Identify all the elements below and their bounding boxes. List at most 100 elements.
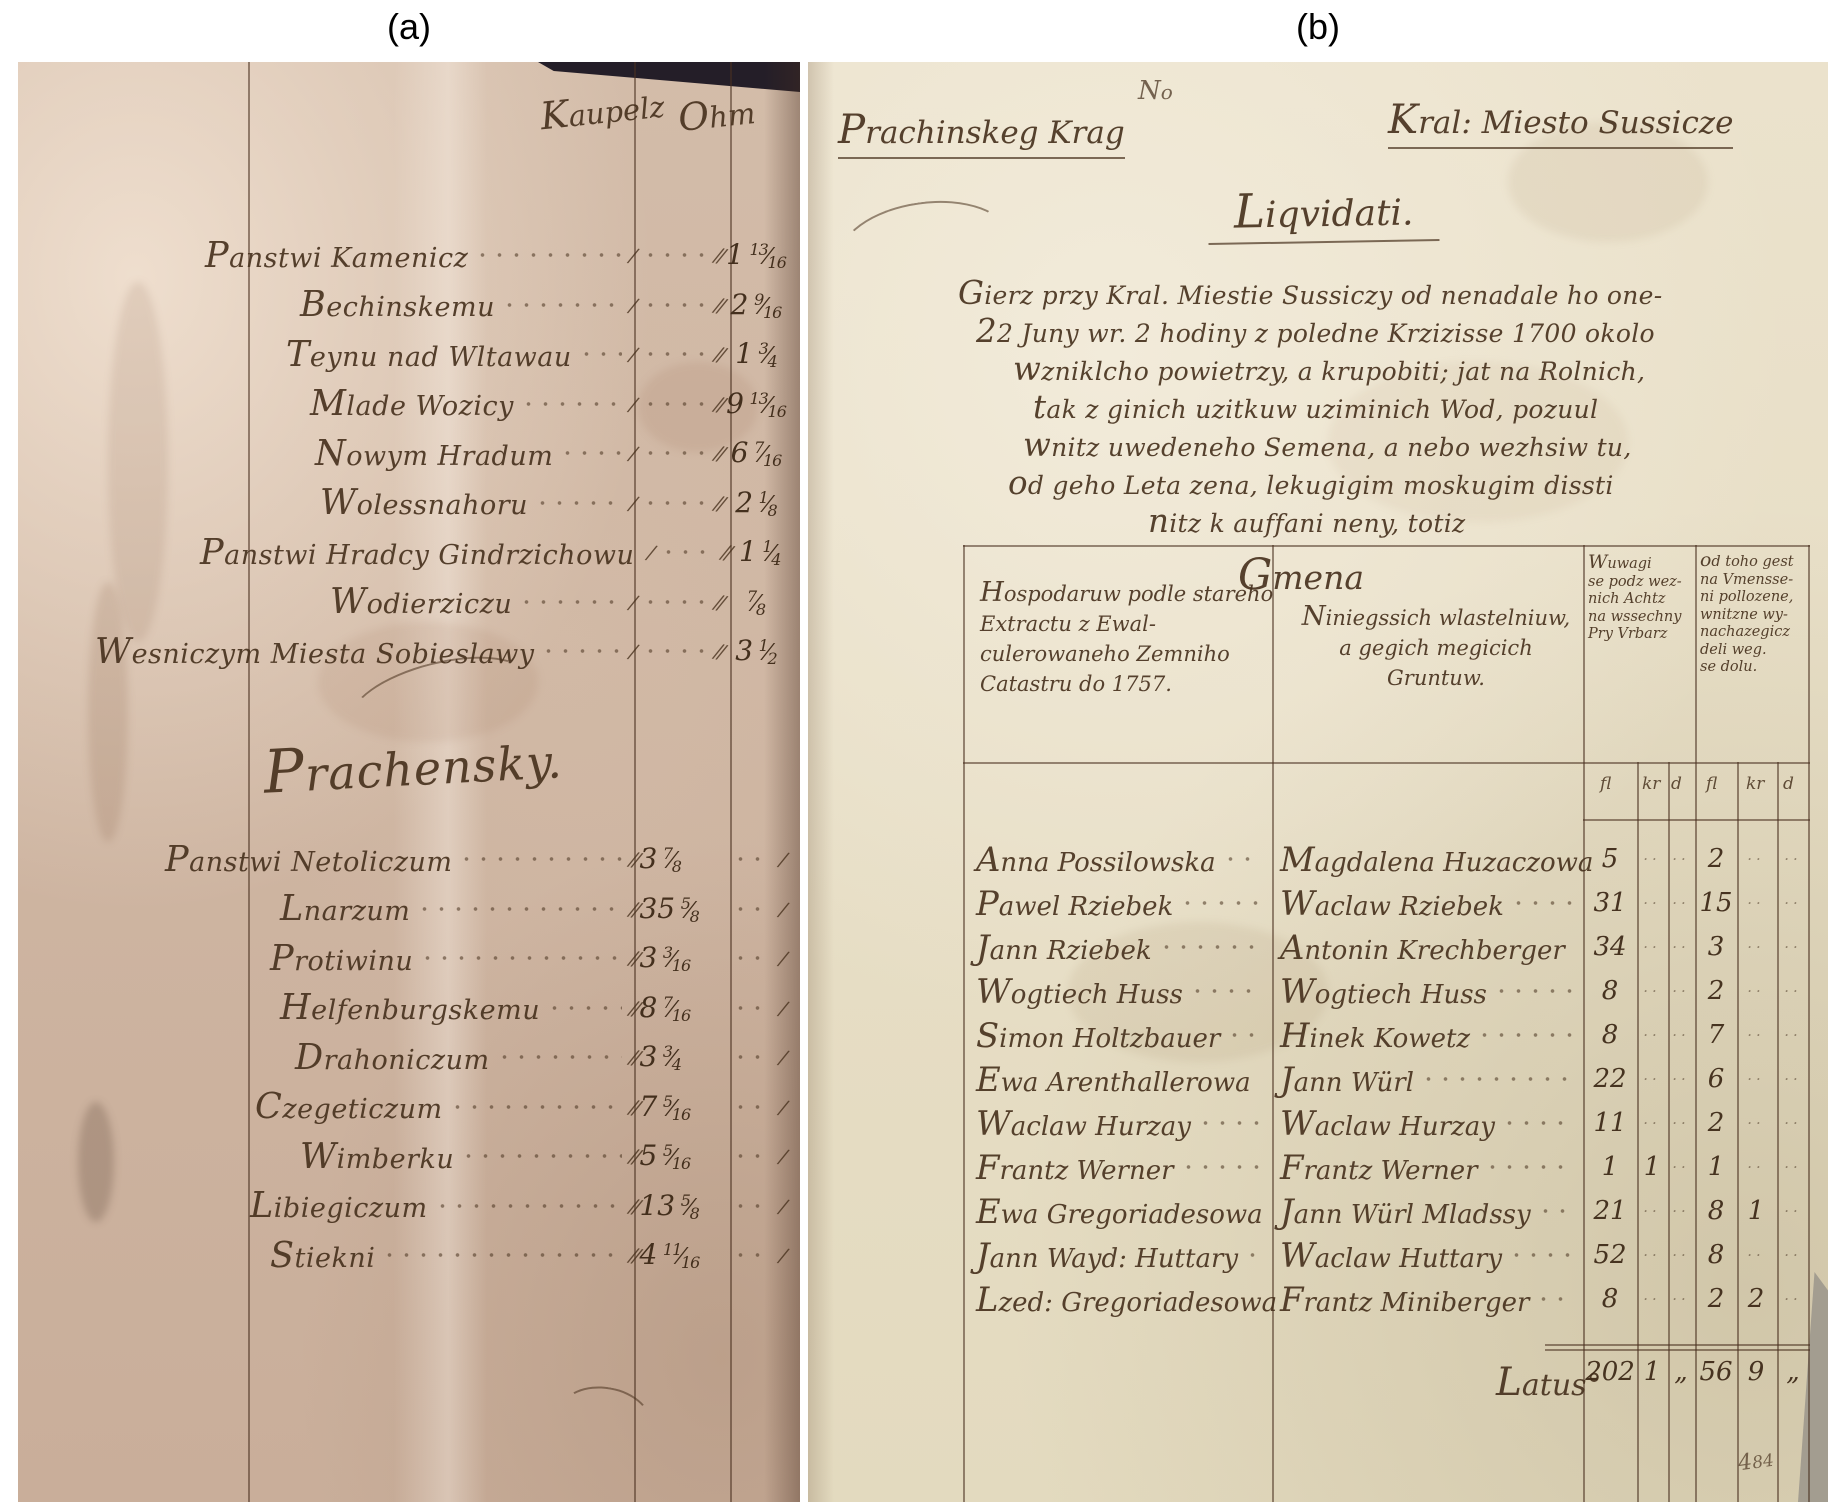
column-tick: / bbox=[777, 945, 787, 971]
amount-cell: ·· bbox=[1747, 1158, 1765, 1176]
fraction-denominator: 2 bbox=[767, 649, 778, 668]
amount-cell: 31 bbox=[1593, 888, 1627, 918]
header-line: culerowaneho Zemniho bbox=[980, 642, 1230, 666]
amount-cell: ·· bbox=[1672, 982, 1690, 1000]
fraction: 13⁄16 bbox=[750, 238, 787, 272]
table-subcolumn-line bbox=[1637, 762, 1639, 1502]
amount-cell: ·· bbox=[1643, 1290, 1661, 1308]
fraction-numerator: 1 bbox=[758, 487, 769, 507]
paragraph-line: od geho Leta zena, lekugigim moskugim di… bbox=[1008, 464, 1614, 502]
column-tick: // bbox=[712, 489, 725, 516]
leader-dots bbox=[1188, 986, 1262, 996]
leader-dots bbox=[381, 1250, 622, 1260]
ledger-row: Panstwi Hradcy Gindrzichowu ///1 1⁄4 bbox=[18, 527, 788, 577]
fraction-slash: ⁄ bbox=[687, 1195, 692, 1221]
table-row: Anna Possilowska Magdalena Huzaczowa 5 ·· ··… bbox=[808, 837, 1828, 881]
value-zone: /// bbox=[628, 589, 725, 614]
value-zone: /// bbox=[628, 341, 725, 366]
fraction-numerator: 7 bbox=[662, 844, 673, 863]
amount-cell: 1 bbox=[1643, 1152, 1661, 1182]
new-owner-name: Frantz Werner bbox=[1280, 1147, 1478, 1187]
top-mark: No bbox=[1138, 76, 1173, 106]
amount-cell: ·· bbox=[1784, 1158, 1802, 1176]
amount-cell: 2 bbox=[1707, 844, 1725, 874]
header-line: Hospodaruw podle stareho bbox=[980, 577, 1274, 608]
leader-dots bbox=[1157, 942, 1262, 952]
estate-name: Wesniczym Miesta Sobieslawy bbox=[95, 630, 535, 672]
unit-label: d bbox=[1671, 774, 1682, 794]
old-owner-name: Ewa Arenthallerowa bbox=[976, 1059, 1251, 1099]
amount-cell: 6 bbox=[1707, 1064, 1725, 1094]
amount-cell: ·· bbox=[1784, 894, 1802, 912]
old-owner-cell: Frantz Werner bbox=[976, 1145, 1268, 1189]
old-owner-name: Pawel Rziebek bbox=[976, 883, 1174, 923]
fraction: 5⁄8 bbox=[681, 1189, 700, 1223]
row-value: 1 3⁄4 bbox=[735, 337, 777, 371]
amount-cell: ·· bbox=[1747, 1246, 1765, 1264]
amount-cell: ·· bbox=[1672, 1070, 1690, 1088]
old-owner-cell: Pawel Rziebek bbox=[976, 881, 1268, 925]
tail-zone: / bbox=[724, 1193, 788, 1218]
page-edge-shadow bbox=[808, 62, 834, 1502]
column-tick: // bbox=[712, 638, 725, 664]
fraction-denominator: 8 bbox=[671, 857, 682, 876]
leader-dots bbox=[732, 1151, 773, 1161]
tail-zone: 1 3⁄4 bbox=[724, 337, 788, 371]
leader-dots bbox=[1508, 1250, 1572, 1260]
amount-cell: ·· bbox=[1747, 850, 1765, 868]
paragraph-line: wnitz uwedeneho Semena, a nebo wezhsiw t… bbox=[1023, 426, 1632, 464]
old-owner-cell: Anna Possilowska bbox=[976, 837, 1268, 881]
amount-cell: ·· bbox=[1784, 1114, 1802, 1132]
amount-cell: ·· bbox=[1784, 1070, 1802, 1088]
subfigure-label-b: (b) bbox=[1296, 6, 1340, 47]
manuscript-page-a: Kaupelz Ohm Panstwi Kamenicz ///1 13⁄16 Be… bbox=[18, 62, 800, 1502]
fraction: 5⁄16 bbox=[663, 1090, 691, 1124]
fraction: 1⁄8 bbox=[758, 486, 778, 520]
fraction: 1⁄4 bbox=[762, 535, 781, 569]
amount-cell: 2 bbox=[1707, 1108, 1725, 1138]
leader-dots bbox=[534, 497, 622, 508]
paragraph-line: Gierz przy Kral. Miestie Sussiczy od nen… bbox=[958, 274, 1663, 312]
leader-dots bbox=[1256, 1074, 1262, 1084]
table-row: Pawel Rziebek Waclaw Rziebek 31 ·· ·· 15 ·· ·· bbox=[808, 881, 1828, 925]
amount-cell: 1 bbox=[1707, 1152, 1725, 1182]
fraction-numerator: 11 bbox=[662, 1240, 682, 1259]
tail-zone: / bbox=[724, 896, 788, 921]
column-tick: / bbox=[627, 292, 637, 317]
amount-cell: 5 bbox=[1601, 844, 1619, 874]
old-owner-name: Jann Rziebek bbox=[976, 927, 1152, 967]
fraction-denominator: 8 bbox=[755, 599, 766, 619]
leader-dots bbox=[641, 596, 707, 607]
header-line: Wuwagi bbox=[1588, 552, 1652, 573]
ledger-row: Bechinskemu ///2 9⁄16 bbox=[18, 280, 788, 330]
amount-cell: ·· bbox=[1672, 1026, 1690, 1044]
row-value: 8 7⁄16 bbox=[639, 990, 691, 1025]
leader-dots bbox=[641, 398, 707, 409]
value-zone: //13 5⁄8 bbox=[628, 1189, 724, 1223]
fraction-numerator: 7 bbox=[662, 992, 673, 1012]
table-subcolumn-line bbox=[1777, 762, 1779, 1502]
leader-dots bbox=[1179, 898, 1262, 908]
leader-dots bbox=[732, 1250, 773, 1260]
amount-cell: ·· bbox=[1784, 938, 1802, 956]
table-row: Frantz Werner Frantz Werner 1 1 ·· 1 ·· ·· bbox=[808, 1145, 1828, 1189]
amount-cell: ·· bbox=[1672, 1202, 1690, 1220]
amount-cell: ·· bbox=[1747, 894, 1765, 912]
tail-zone: 2 9⁄16 bbox=[724, 288, 788, 322]
fraction-denominator: 4 bbox=[671, 1055, 682, 1074]
column-tick: / bbox=[627, 391, 637, 416]
amount-cell: 21 bbox=[1593, 1196, 1627, 1226]
leader-dots bbox=[577, 349, 622, 359]
new-owner-cell: Waclaw Hurzay bbox=[1280, 1101, 1578, 1145]
leader-dots bbox=[732, 953, 773, 963]
unit-label: fl bbox=[1706, 774, 1718, 794]
ledger-row: Libiegiczum //13 5⁄8 / bbox=[18, 1181, 788, 1231]
new-owner-cell: Jann Würl Mladssy bbox=[1280, 1189, 1578, 1233]
fraction-slash: ⁄ bbox=[754, 591, 758, 617]
header-line: Catastru do 1757. bbox=[980, 672, 1172, 696]
new-owner-cell: Frantz Miniberger bbox=[1280, 1277, 1578, 1321]
amount-cell: ·· bbox=[1784, 1202, 1802, 1220]
ledger-row: Protiwinu//3 3⁄16/ bbox=[18, 933, 788, 983]
new-owner-name: Waclaw Huttary bbox=[1280, 1235, 1503, 1275]
fraction: 7⁄16 bbox=[754, 436, 782, 470]
